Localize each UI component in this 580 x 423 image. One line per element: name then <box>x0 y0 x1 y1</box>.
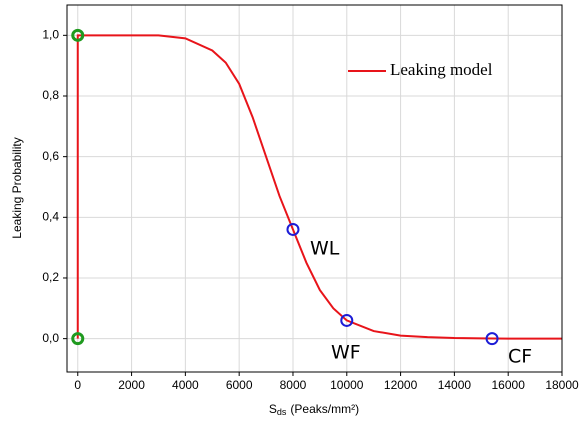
x-tick-label: 8000 <box>280 378 307 392</box>
x-axis-label: Sds (Peaks/mm²) <box>269 402 359 417</box>
y-axis-label: Leaking Probability <box>10 137 24 238</box>
legend-label: Leaking model <box>390 60 493 79</box>
marker <box>71 332 85 346</box>
marker <box>485 332 499 346</box>
plot-area <box>76 34 562 340</box>
y-tick-label: 0,2 <box>42 270 59 284</box>
x-tick-label: 16000 <box>492 378 526 392</box>
y-tick-label: 0,8 <box>42 88 59 102</box>
y-tick-label: 0,6 <box>42 149 59 163</box>
marker <box>286 222 300 236</box>
marker <box>71 28 85 42</box>
x-tick-label: 6000 <box>226 378 253 392</box>
annotation: CF <box>508 346 532 368</box>
plot-frame <box>66 4 563 373</box>
x-label-main: S <box>269 402 277 416</box>
x-tick-label: 10000 <box>330 378 364 392</box>
annotation: WF <box>331 342 361 364</box>
x-label-unit: (Peaks/mm²) <box>290 402 359 416</box>
y-tick-label: 0,4 <box>42 209 59 223</box>
x-tick-label: 0 <box>74 378 81 392</box>
x-label-sub: ds <box>277 407 287 417</box>
x-tick-label: 14000 <box>438 378 472 392</box>
x-tick-label: 18000 <box>545 378 579 392</box>
x-tick-label: 2000 <box>118 378 145 392</box>
x-tick-label: 4000 <box>172 378 199 392</box>
annotation: WL <box>310 238 340 260</box>
x-tick-label: 12000 <box>384 378 418 392</box>
marker <box>340 313 354 327</box>
overlay: 0 2000 4000 6000 8000 10000 12000 14000 16000 180… <box>42 28 579 393</box>
grid <box>67 5 563 372</box>
y-tick-label: 0,0 <box>42 331 59 345</box>
y-tick-label: 1,0 <box>42 28 59 42</box>
line-series <box>76 34 562 340</box>
